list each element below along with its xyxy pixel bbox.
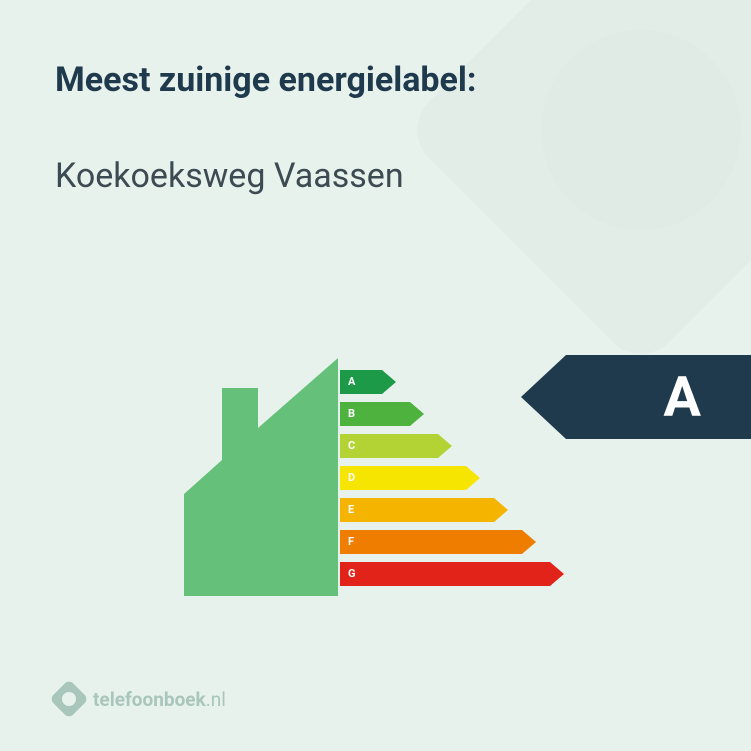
footer-brand: telefoonboek.nl (93, 688, 226, 711)
footer-logo-icon (49, 679, 89, 719)
bar-d (340, 466, 480, 490)
bar-g (340, 562, 564, 586)
bar-label-f: F (348, 530, 354, 554)
footer-brand-name: telefoonboek (93, 688, 206, 711)
page-title: Meest zuinige energielabel: (55, 60, 696, 100)
bar-f (340, 530, 536, 554)
bar-label-e: E (348, 498, 354, 522)
bar-label-d: D (348, 466, 355, 490)
address-subtitle: Koekoeksweg Vaassen (55, 156, 696, 196)
result-letter: A (663, 355, 701, 439)
footer: telefoonboek.nl (55, 685, 226, 713)
bar-label-c: C (348, 434, 355, 458)
result-arrow: A (521, 355, 751, 439)
bar-label-b: B (348, 402, 355, 426)
bar-c (340, 434, 452, 458)
energy-label-card: Meest zuinige energielabel: Koekoeksweg … (0, 0, 751, 751)
bar-e (340, 498, 508, 522)
bar-label-a: A (348, 370, 355, 394)
house-icon (160, 358, 340, 602)
bar-label-g: G (348, 562, 356, 586)
footer-brand-tld: .nl (206, 688, 226, 711)
